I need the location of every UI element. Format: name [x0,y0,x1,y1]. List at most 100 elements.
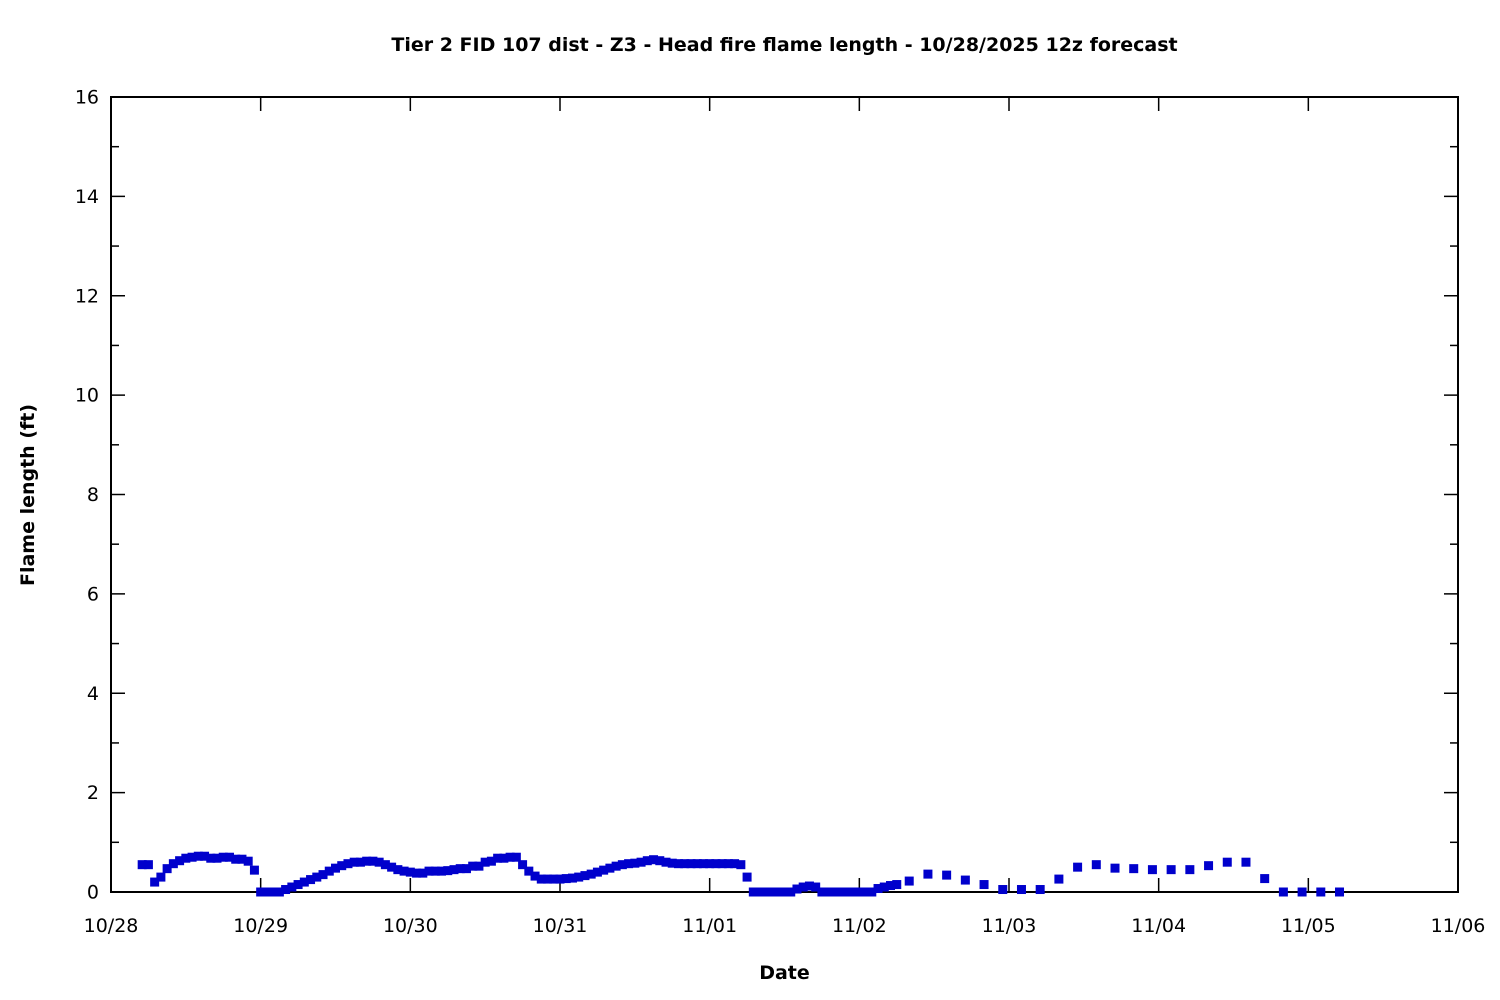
data-point [480,857,490,867]
data-point [1147,865,1157,875]
y-tick-label: 10 [75,385,99,407]
data-point [150,877,160,887]
data-point [892,880,902,890]
data-point [274,887,284,897]
x-tick-label: 10/31 [533,915,588,937]
data-point [624,859,634,869]
data-point [1204,861,1214,871]
data-point [923,869,933,879]
data-point [362,856,372,866]
data-point [299,877,309,887]
data-point [698,859,708,869]
data-point [349,857,359,867]
data-point [979,880,989,890]
data-point [942,870,952,880]
data-point [692,859,702,869]
data-point [1278,887,1288,897]
y-tick-label: 8 [87,484,99,506]
y-tick-label: 6 [87,583,99,605]
data-point [649,855,659,865]
data-point [243,856,253,866]
data-point [156,872,166,882]
data-point [200,851,210,861]
data-point [449,865,459,875]
data-point [368,856,378,866]
data-point [848,887,858,897]
data-point [181,853,191,863]
data-point [673,859,683,869]
data-point [387,862,397,872]
y-tick-label: 2 [87,782,99,804]
data-point [412,868,422,878]
data-point [355,857,365,867]
data-point [567,873,577,883]
data-point [879,882,889,892]
data-point [1335,887,1345,897]
data-point [748,887,758,897]
data-point [998,885,1008,895]
data-point [1129,864,1139,874]
data-point [212,853,222,863]
x-tick-label: 11/05 [1281,915,1336,937]
data-point [256,887,266,897]
data-point [499,853,509,863]
data-point [306,875,316,885]
data-point [574,872,584,882]
data-point [312,872,322,882]
data-point [287,882,297,892]
data-point [705,859,715,869]
data-point [536,874,546,884]
data-point [792,884,802,894]
x-tick-label: 10/28 [84,915,139,937]
data-point [511,852,521,862]
data-point [761,887,771,897]
data-point [331,863,340,873]
data-point [175,856,185,866]
data-point [1166,865,1176,875]
data-point [886,881,896,891]
data-point [318,870,328,880]
data-point [324,866,334,876]
data-point [605,863,615,873]
plot-border [110,96,1459,893]
y-tick-label: 16 [75,87,99,109]
data-point [430,866,440,876]
data-point [143,860,153,870]
data-point [281,885,291,895]
data-point [630,858,640,868]
x-tick-label: 11/02 [832,915,887,937]
data-point [231,854,241,864]
data-point [455,864,465,874]
data-point [960,875,970,885]
data-point [418,868,428,878]
data-point [424,866,434,876]
data-point [661,857,671,867]
data-point [611,861,621,871]
data-point [599,865,609,875]
y-tick-label: 14 [75,186,99,208]
chart-title: Tier 2 FID 107 dist - Z3 - Head fire fla… [391,34,1178,56]
data-point [1260,874,1270,884]
data-point [486,856,496,866]
data-point [1241,857,1251,867]
data-point [137,860,147,870]
data-point [823,887,833,897]
x-axis-label: Date [759,962,810,984]
data-point [842,887,852,897]
x-tick-label: 10/30 [383,915,438,937]
data-point [723,859,733,869]
data-point [736,860,746,870]
data-point [187,852,197,862]
data-point [474,861,484,871]
data-point [443,866,453,876]
data-point [1297,887,1307,897]
data-point [1073,862,1083,872]
data-point [861,887,871,897]
data-point [730,859,740,869]
data-point [1316,887,1326,897]
data-point [717,859,727,869]
data-point [518,860,528,870]
data-point [636,857,646,867]
data-point [617,860,627,870]
